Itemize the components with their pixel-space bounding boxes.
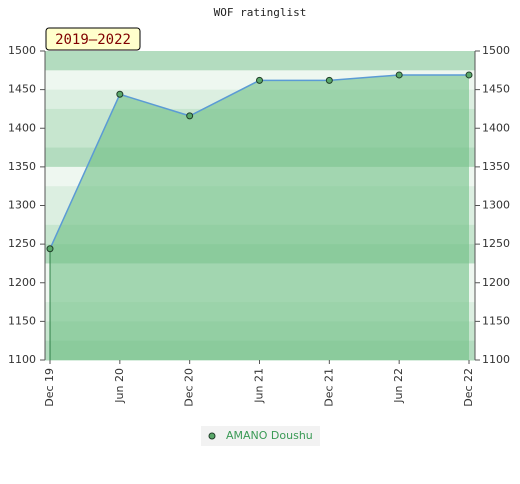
annotation: 2019–2022 [55, 32, 131, 48]
x-tick-label: Dec 21 [322, 368, 335, 407]
y-tick-label: 1450 [8, 83, 36, 96]
point [46, 245, 54, 253]
y-tick-label: 1350 [8, 160, 36, 173]
y2-tick-label: 1500 [482, 44, 510, 57]
chart-title: WOF ratinglist [214, 6, 307, 19]
x-tick-label: Jun 22 [392, 368, 405, 404]
legend [201, 426, 320, 446]
background-band [45, 51, 475, 71]
plot-area [45, 51, 475, 361]
x-tick-label: Dec 19 [43, 368, 56, 407]
y-tick-label: 1250 [8, 237, 36, 250]
y-tick-label: 1400 [8, 121, 36, 134]
point [325, 76, 333, 84]
point [256, 76, 263, 84]
point [116, 90, 124, 98]
annotation-box [45, 27, 141, 51]
area [50, 74, 469, 360]
y-tick-label: 1500 [8, 44, 36, 57]
point [186, 112, 194, 120]
y2-tick-label: 1200 [482, 276, 510, 289]
x-tick-label: Dec 22 [462, 368, 475, 407]
y-tick-label: 1200 [8, 276, 36, 289]
point [395, 71, 403, 79]
y2-tick-label: 1250 [482, 237, 510, 250]
point [465, 71, 473, 79]
y-tick-label: 1300 [8, 199, 36, 212]
y2-tick-label: 1150 [482, 314, 510, 327]
x-tick-label: Dec 20 [183, 368, 196, 407]
y2-tick-label: 1100 [482, 353, 510, 366]
y2-tick-label: 1450 [482, 83, 510, 96]
x-tick-label: Jun 21 [253, 368, 266, 404]
y2-tick-label: 1400 [482, 121, 510, 134]
x-tick-label: Jun 20 [113, 368, 126, 404]
y-tick-label: 1100 [8, 353, 36, 366]
y2-tick-label: 1350 [482, 160, 510, 173]
legend-marker [208, 432, 216, 440]
legend-label: AMANO Doushu [226, 429, 313, 442]
y-tick-label: 1150 [8, 314, 36, 327]
y2-tick-label: 1300 [482, 199, 510, 212]
